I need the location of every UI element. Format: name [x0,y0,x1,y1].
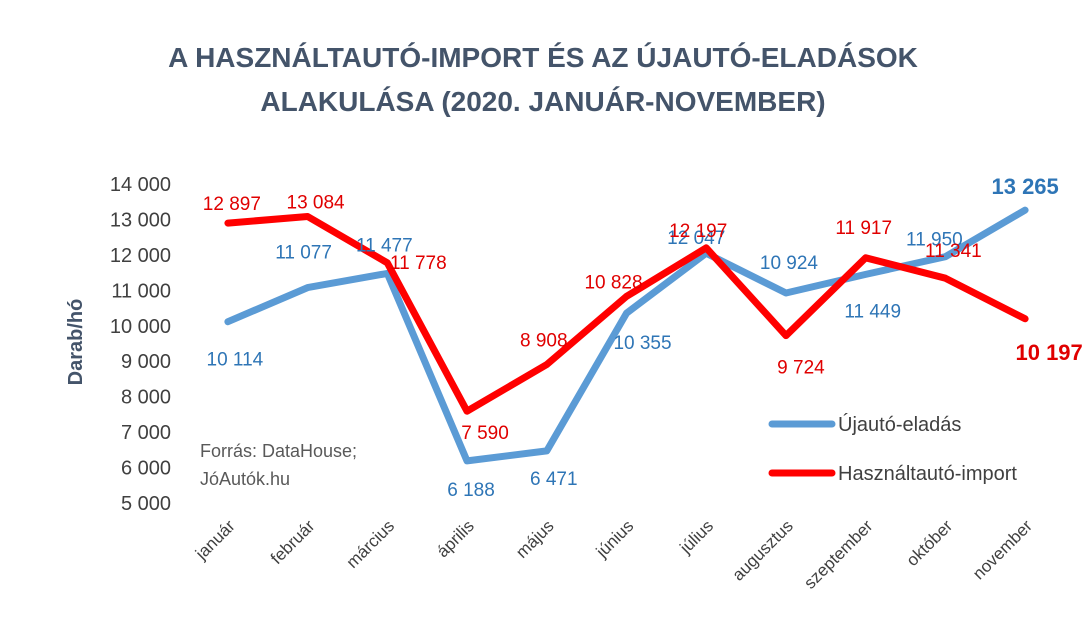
data-label-new-car-sales: 13 265 [991,174,1058,199]
x-tick-label: március [343,516,399,572]
series-line-new-car-sales [224,206,1029,465]
x-tick-label: november [969,516,1036,583]
y-tick-label: 10 000 [110,316,171,338]
y-tick-label: 11 000 [111,280,171,302]
source-line-1: Forrás: DataHouse; [200,441,357,461]
data-labels: 10 114 11 077 11 477 6 188 6 471 10 355 12 047… [203,174,1083,501]
x-tick-label: augusztus [729,516,797,584]
y-tick-label: 6 000 [121,458,171,480]
data-label-used-car-import: 9 724 [777,358,825,379]
data-label-new-car-sales: 10 924 [760,253,819,274]
y-tick-label: 13 000 [110,209,171,231]
data-label-new-car-sales: 11 950 [906,230,963,251]
data-label-new-car-sales: 11 477 [356,235,413,256]
data-label-used-car-import: 11 341 [925,241,982,262]
source-line-2: JóAutók.hu [200,469,290,489]
data-label-used-car-import: 13 084 [287,192,346,213]
data-label-used-car-import: 8 908 [520,330,568,351]
data-label-used-car-import: 7 590 [461,423,509,444]
y-tick-label: 9 000 [121,351,171,373]
legend-label-used-car-import: Használtautó-import [838,463,1017,485]
data-label-new-car-sales: 11 077 [275,243,332,264]
x-axis-ticks: január február március április május június jú… [191,516,1036,592]
data-label-new-car-sales: 10 355 [613,333,671,354]
y-axis-label: Darab/hó [65,299,87,386]
x-tick-label: július [676,516,718,558]
y-tick-label: 7 000 [121,422,171,444]
y-tick-label: 12 000 [110,245,171,267]
series-line-used-car-import [224,213,1029,415]
data-label-new-car-sales: 11 449 [844,301,901,322]
x-tick-label: október [903,516,957,570]
data-label-used-car-import: 11 778 [390,253,447,274]
chart-title-line-2: ALAKULÁSA (2020. JANUÁR-NOVEMBER) [260,86,825,117]
y-tick-label: 5 000 [121,493,171,515]
data-label-used-car-import: 12 197 [669,221,727,242]
y-tick-label: 14 000 [110,174,171,196]
data-label-new-car-sales: 6 188 [447,480,495,501]
x-tick-label: május [512,516,558,562]
legend-label-new-car-sales: Újautó-eladás [838,413,961,436]
x-tick-label: szeptember [800,516,876,592]
source-note: Forrás: DataHouse; JóAutók.hu [200,441,357,489]
y-axis-ticks: 5 000 6 000 7 000 8 000 9 000 10 000 11 000 12 … [110,174,171,515]
series-lines [224,206,1029,465]
data-label-used-car-import: 11 917 [835,218,892,239]
data-label-used-car-import: 10 828 [584,272,642,293]
chart-title-line-1: A HASZNÁLTAUTÓ-IMPORT ÉS AZ ÚJAUTÓ-ELADÁ… [168,42,918,73]
x-tick-label: január [191,516,239,564]
x-tick-label: április [433,516,478,561]
data-label-new-car-sales: 6 471 [530,469,578,490]
x-tick-label: június [592,516,638,562]
data-label-used-car-import: 12 897 [203,194,261,215]
data-label-new-car-sales: 10 114 [207,350,264,371]
data-label-new-car-sales: 12 047 [667,228,725,249]
x-tick-label: február [267,516,319,568]
data-label-used-car-import: 10 197 [1015,340,1082,365]
y-tick-label: 8 000 [121,387,171,409]
legend: Újautó-eladás Használtautó-import [768,413,1017,485]
